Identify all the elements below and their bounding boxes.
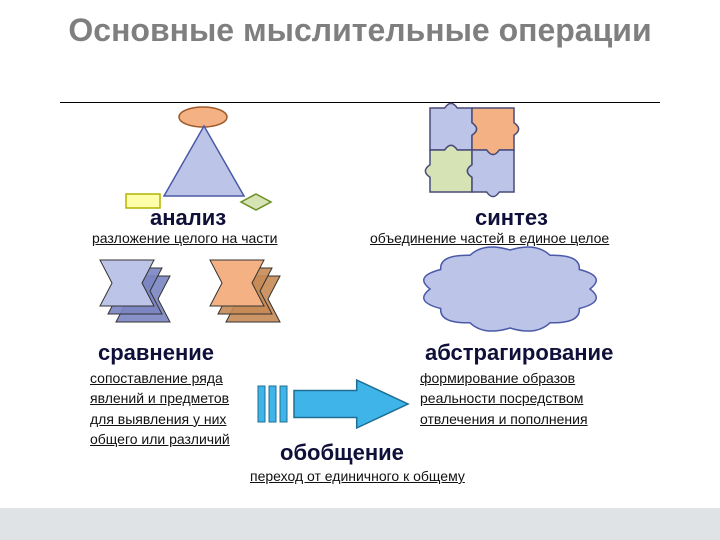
generalization-label: обобщение: [280, 440, 404, 466]
footer-bar: [0, 508, 720, 540]
generalization-desc: переход от единичного к общему: [250, 466, 510, 486]
